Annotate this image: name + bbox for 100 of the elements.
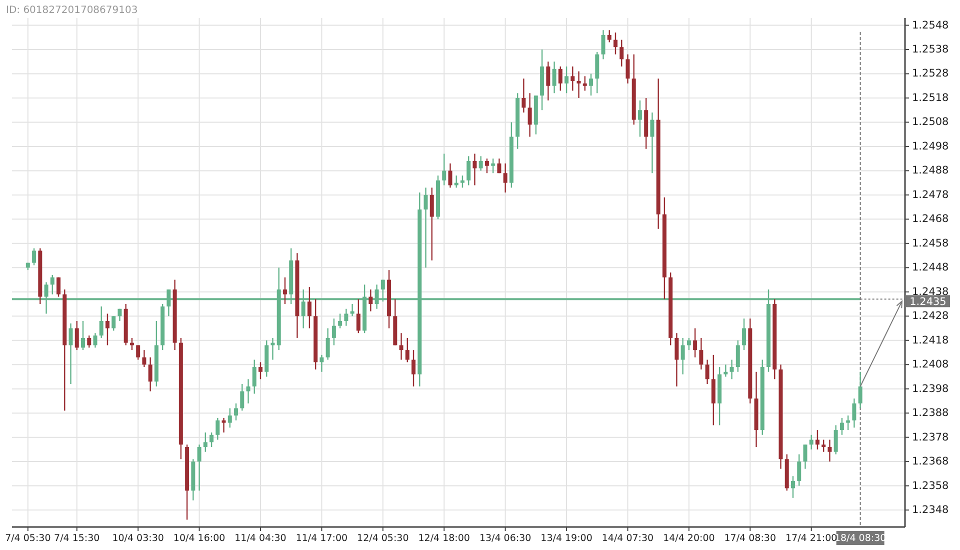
candlestick	[112, 316, 116, 332]
candlestick	[552, 61, 556, 94]
x-tick-label: 11/4 04:30	[234, 533, 286, 544]
y-tick-label: 1.2428	[912, 310, 949, 322]
candlestick	[858, 371, 862, 409]
candlestick	[81, 320, 85, 351]
candlestick	[797, 454, 802, 486]
candlestick	[613, 32, 618, 55]
y-tick-label: 1.2408	[912, 358, 949, 371]
candlestick	[142, 349, 146, 368]
candlestick	[589, 73, 594, 96]
candlestick	[699, 337, 704, 370]
candlestick	[74, 320, 79, 351]
candlestick	[840, 417, 844, 436]
y-tick-label: 1.2518	[912, 92, 949, 104]
candlestick	[332, 318, 336, 346]
candlestick	[815, 429, 820, 450]
candlestick	[50, 274, 54, 295]
candlestick	[136, 344, 140, 360]
candlestick	[570, 66, 575, 92]
candlestick	[412, 349, 416, 388]
candlestick	[809, 434, 814, 450]
y-tick-label: 1.2398	[912, 382, 949, 395]
candlestick	[68, 322, 73, 385]
candlestick	[576, 70, 581, 99]
candlestick	[686, 337, 691, 351]
candlestick	[638, 100, 642, 138]
candlestick	[338, 313, 342, 329]
ref-line-label: 1.2435	[910, 296, 946, 308]
candlestick	[405, 337, 410, 363]
candlestick	[448, 162, 452, 188]
y-tick-label: 1.2478	[912, 188, 949, 201]
candlestick	[564, 66, 569, 94]
candlestick	[258, 362, 262, 380]
candlestick	[240, 383, 244, 412]
candlestick	[466, 156, 471, 186]
candlestick	[307, 286, 312, 329]
y-tick-label: 1.2378	[912, 431, 949, 444]
y-tick-label: 1.2538	[912, 44, 949, 56]
candlestick	[442, 153, 446, 186]
candlestick	[503, 162, 508, 194]
candlestick	[680, 337, 685, 375]
candlestick	[607, 30, 612, 43]
candlestick	[93, 332, 98, 348]
candlestick	[344, 308, 348, 326]
candlestick	[234, 402, 238, 421]
candlestick	[620, 39, 624, 68]
candlestick	[705, 359, 710, 385]
y-tick-label: 1.2438	[912, 286, 949, 298]
y-tick-label: 1.2498	[912, 140, 949, 152]
candlestick	[803, 444, 808, 470]
y-tick-label: 1.2468	[912, 213, 949, 226]
candlestick	[736, 340, 740, 372]
x-tick-label: 17/4 08:30	[724, 533, 776, 544]
candlestick	[105, 313, 110, 346]
y-tick-label: 1.2348	[912, 504, 949, 516]
x-tick-label: 14/4 07:30	[602, 533, 654, 544]
y-tick-label: 1.2358	[912, 480, 949, 492]
y-tick-label: 1.2448	[912, 262, 949, 274]
candlestick	[522, 78, 526, 114]
candlestick	[326, 328, 330, 360]
candlestick	[399, 332, 404, 360]
candlestick	[246, 378, 250, 404]
candlestick	[822, 439, 826, 452]
candlestick	[846, 414, 850, 431]
candlestick	[460, 174, 464, 188]
candlestick	[320, 354, 324, 372]
x-tick-label: 12/4 05:30	[357, 533, 409, 544]
candlestick	[484, 158, 489, 174]
candlestick	[828, 439, 832, 462]
candlestick	[56, 276, 61, 298]
y-tick-label: 1.2548	[912, 19, 949, 32]
candlestick	[472, 153, 477, 186]
y-tick-label: 1.2458	[912, 237, 949, 250]
candlestick	[730, 359, 734, 380]
candlestick	[118, 308, 122, 322]
text: ID: 601827201708679103	[6, 5, 138, 16]
x-tick-label: 10/4 16:00	[173, 533, 226, 544]
y-tick-label: 1.2418	[912, 334, 949, 346]
candlestick	[650, 112, 654, 174]
y-tick-label: 1.2488	[912, 164, 949, 177]
x-tick-label: 11/4 17:00	[296, 533, 348, 544]
x-tick-label: 12/4 18:00	[418, 533, 470, 544]
candlestick	[742, 318, 746, 351]
candlestick	[148, 356, 152, 392]
candlestick	[626, 54, 630, 84]
candlestick	[674, 332, 679, 388]
candlestick	[582, 76, 587, 92]
candlestick	[834, 424, 838, 455]
x-tick-label: 14/4 20:00	[663, 533, 715, 544]
x-tick-label: 7/4 15:30	[54, 533, 100, 544]
candlestick	[430, 187, 434, 261]
candlestick	[197, 444, 202, 492]
candlestick	[228, 408, 232, 428]
y-tick-label: 1.2528	[912, 68, 949, 80]
candlestick	[203, 432, 208, 452]
candlestick	[558, 66, 562, 92]
candlestick	[368, 288, 373, 312]
x-tick-label: 7/4 05:30	[5, 533, 51, 544]
candlestick	[356, 298, 360, 334]
